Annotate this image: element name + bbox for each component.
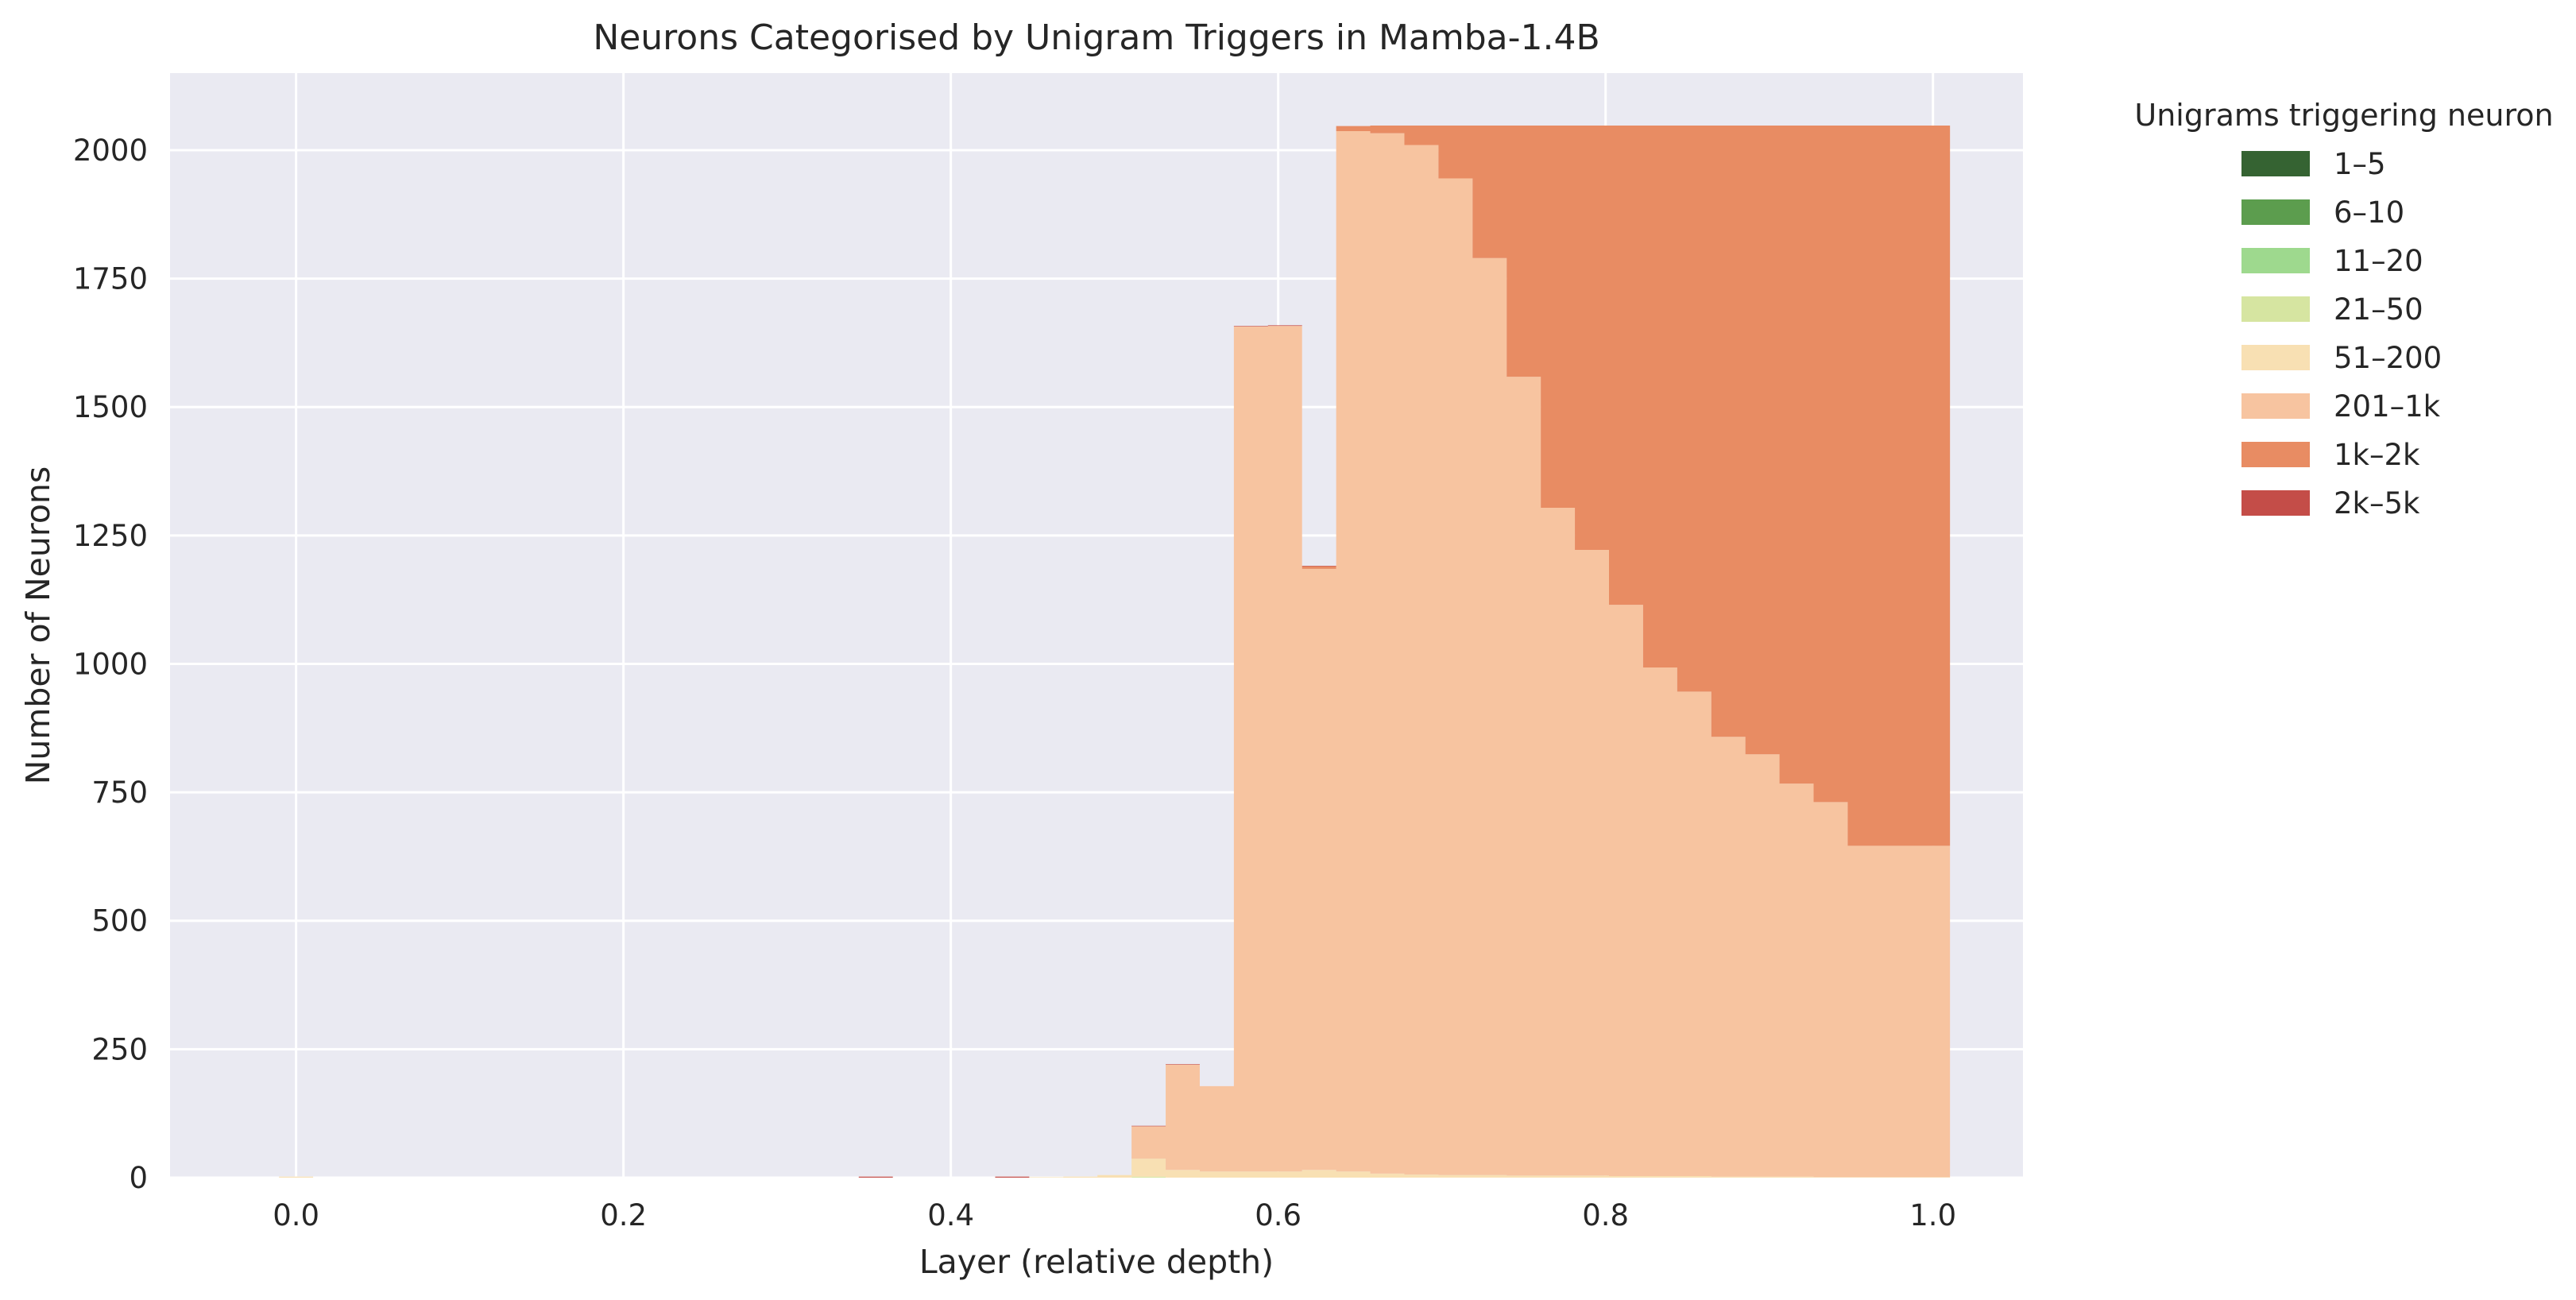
y-tick-label-6: 1500 — [73, 390, 148, 424]
y-tick-label-0: 0 — [129, 1161, 148, 1195]
y-tick-label-1: 250 — [91, 1032, 148, 1066]
x-axis-label: Layer (relative depth) — [919, 1243, 1274, 1281]
chart-title: Neurons Categorised by Unigram Triggers … — [593, 17, 1599, 58]
x-tick-label-1: 0.2 — [600, 1198, 647, 1232]
legend: Unigrams triggering neuron 1–5 6–10 11–20 2… — [2134, 98, 2553, 520]
legend-swatch-0 — [2241, 151, 2310, 176]
legend-swatch-2 — [2241, 248, 2310, 273]
x-tick-label-4: 0.8 — [1582, 1198, 1629, 1232]
legend-title: Unigrams triggering neuron — [2134, 98, 2553, 133]
x-tick-label-5: 1.0 — [1909, 1198, 1956, 1232]
legend-swatch-7 — [2241, 490, 2310, 516]
legend-items: 1–5 6–10 11–20 21–50 51–200 201–1k 1k–2k 2k–5k — [2241, 147, 2442, 520]
y-tick-label-8: 2000 — [73, 133, 148, 168]
y-tick-label-4: 1000 — [73, 647, 148, 681]
legend-swatch-4 — [2241, 345, 2310, 370]
x-tick-label-2: 0.4 — [927, 1198, 974, 1232]
y-tick-labels: 0 250 500 750 1000 1250 1500 1750 2000 — [73, 133, 148, 1195]
x-tick-labels: 0.0 0.2 0.4 0.6 0.8 1.0 — [273, 1198, 1956, 1232]
x-tick-label-3: 0.6 — [1255, 1198, 1302, 1232]
legend-swatch-1 — [2241, 199, 2310, 225]
legend-swatch-6 — [2241, 442, 2310, 467]
x-tick-label-0: 0.0 — [273, 1198, 319, 1232]
legend-label-2: 11–20 — [2334, 244, 2423, 278]
y-tick-label-3: 750 — [91, 776, 148, 810]
legend-label-6: 1k–2k — [2334, 438, 2420, 472]
legend-label-5: 201–1k — [2334, 389, 2441, 424]
y-axis-label: Number of Neurons — [19, 466, 57, 785]
legend-swatch-5 — [2241, 393, 2310, 419]
legend-label-1: 6–10 — [2334, 195, 2404, 230]
legend-label-0: 1–5 — [2334, 147, 2386, 181]
y-tick-label-5: 1250 — [73, 519, 148, 553]
stacked-areas — [279, 125, 1951, 1178]
legend-label-4: 51–200 — [2334, 341, 2442, 375]
legend-label-7: 2k–5k — [2334, 486, 2420, 520]
area-series-6 — [279, 125, 1951, 1178]
legend-label-3: 21–50 — [2334, 292, 2423, 327]
y-tick-label-7: 1750 — [73, 262, 148, 296]
area-series-5 — [279, 131, 1951, 1178]
legend-swatch-3 — [2241, 296, 2310, 322]
y-tick-label-2: 500 — [91, 904, 148, 938]
